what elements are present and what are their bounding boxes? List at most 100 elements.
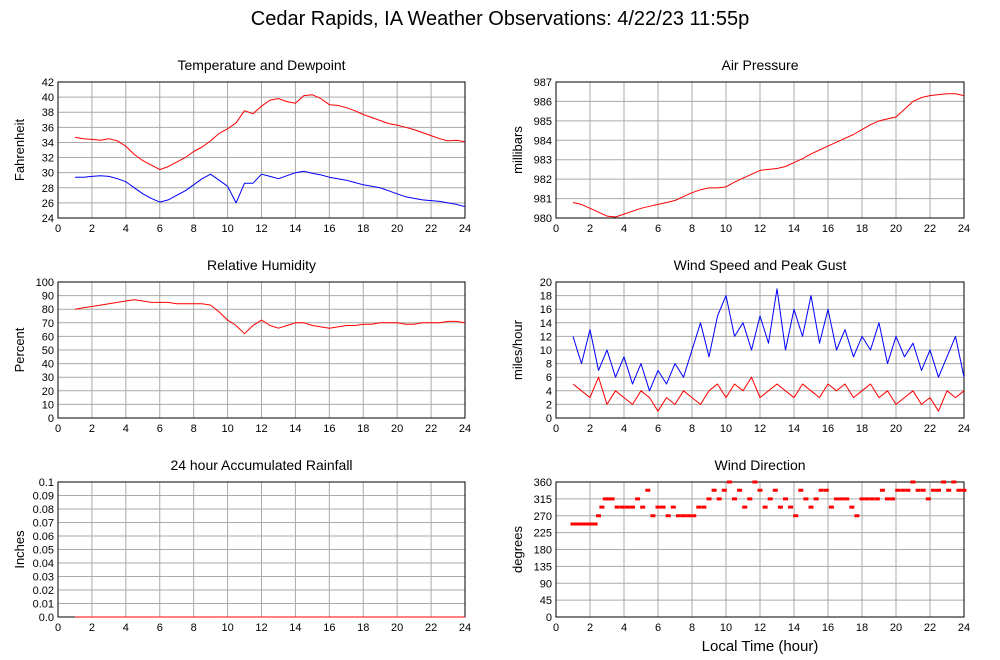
data-point <box>655 505 661 509</box>
x-tick-label: 10 <box>221 622 233 634</box>
chart-panel-0: 2 4 6 8 10 12 14 16 18 20 22 2402426283032343638404… <box>12 57 471 235</box>
y-axis-label: Fahrenheit <box>12 119 27 182</box>
y-tick-label: 225 <box>534 528 552 540</box>
x-tick-label: 22 <box>425 223 437 235</box>
y-axis-label: degrees <box>510 526 525 573</box>
y-tick-label: 0.01 <box>33 599 54 611</box>
data-point <box>596 514 601 518</box>
series-line-red <box>74 94 466 171</box>
data-point <box>701 505 707 509</box>
x-tick-label: 24 <box>459 423 471 435</box>
data-point <box>716 497 722 501</box>
x-tick-label: 12 <box>255 223 267 235</box>
y-tick-label: 985 <box>534 116 552 128</box>
y-tick-label: 0.03 <box>33 572 54 584</box>
data-point <box>592 522 598 526</box>
y-tick-label: 20 <box>540 277 552 289</box>
y-tick-label: 0.08 <box>33 504 54 516</box>
y-tick-label: 32 <box>42 153 54 165</box>
x-tick-label: 4 <box>123 423 129 435</box>
x-tick-label: 18 <box>856 622 868 634</box>
x-tick-label: 0 <box>55 622 61 634</box>
data-point <box>915 488 921 492</box>
data-point <box>630 505 635 509</box>
data-point <box>640 505 646 509</box>
y-tick-label: 8 <box>546 359 552 371</box>
series-line-blue <box>572 288 965 392</box>
data-point <box>670 505 676 509</box>
data-point <box>711 488 717 492</box>
data-point <box>808 505 814 509</box>
data-point <box>726 480 732 484</box>
data-point <box>879 488 885 492</box>
x-tick-label: 22 <box>425 622 437 634</box>
x-tick-label: 8 <box>689 622 695 634</box>
data-point <box>890 497 896 501</box>
y-tick-label: 982 <box>534 174 552 186</box>
data-point <box>885 497 890 501</box>
x-tick-label: 24 <box>958 223 970 235</box>
y-tick-label: 4 <box>546 386 552 398</box>
data-point <box>650 514 656 518</box>
data-point <box>859 497 865 501</box>
data-point <box>721 488 727 492</box>
x-tick-label: 4 <box>621 423 627 435</box>
data-point <box>834 497 839 501</box>
x-tick-label: 0 <box>553 423 559 435</box>
y-tick-label: 90 <box>42 291 54 303</box>
data-point <box>910 480 916 484</box>
y-tick-label: 34 <box>42 137 54 149</box>
data-point <box>747 497 753 501</box>
y-tick-label: 70 <box>42 318 54 330</box>
y-tick-label: 10 <box>540 345 552 357</box>
chart-title: Air Pressure <box>721 57 798 73</box>
y-tick-label: 80 <box>42 304 54 316</box>
x-tick-label: 14 <box>788 622 800 634</box>
x-tick-label: 6 <box>655 622 661 634</box>
y-tick-label: 6 <box>546 372 552 384</box>
data-point <box>869 497 875 501</box>
y-tick-label: 0.09 <box>33 491 54 503</box>
plot-frame <box>555 81 965 219</box>
x-tick-label: 8 <box>191 223 197 235</box>
x-tick-label: 6 <box>157 223 163 235</box>
chart-panel-1: 2 4 6 8 10 12 14 16 18 20 22 2409809819829839849859… <box>510 57 970 235</box>
data-point <box>946 488 952 492</box>
data-point <box>925 497 931 501</box>
x-tick-label: 8 <box>191 622 197 634</box>
data-point <box>823 488 829 492</box>
y-tick-label: 0 <box>48 413 54 425</box>
data-point <box>936 488 941 492</box>
y-tick-label: 0.05 <box>33 545 54 557</box>
x-tick-label: 12 <box>255 423 267 435</box>
y-tick-label: 270 <box>534 511 552 523</box>
y-tick-label: 20 <box>42 386 54 398</box>
y-tick-label: 360 <box>534 477 552 489</box>
data-point <box>599 505 605 509</box>
chart-title: 24 hour Accumulated Rainfall <box>170 457 352 473</box>
y-tick-label: 38 <box>42 107 54 119</box>
x-tick-label: 22 <box>425 423 437 435</box>
y-axis-label: Inches <box>12 530 27 569</box>
x-tick-label: 16 <box>822 622 834 634</box>
data-point <box>675 514 681 518</box>
x-tick-label: 0 <box>553 223 559 235</box>
data-point <box>624 505 630 509</box>
x-tick-label: 6 <box>655 223 661 235</box>
x-tick-label: 4 <box>621 223 627 235</box>
data-point <box>864 497 870 501</box>
y-tick-label: 36 <box>42 122 54 134</box>
plot-frame <box>555 481 965 618</box>
data-point <box>737 488 743 492</box>
data-point <box>696 505 702 509</box>
y-tick-label: 18 <box>540 291 552 303</box>
y-tick-label: 0.1 <box>39 477 54 489</box>
data-point <box>839 497 845 501</box>
y-tick-label: 180 <box>534 545 552 557</box>
y-tick-label: 0.06 <box>33 531 54 543</box>
x-tick-label: 4 <box>621 622 627 634</box>
x-tick-label: 16 <box>323 423 335 435</box>
data-point <box>930 488 936 492</box>
data-point <box>849 505 855 509</box>
